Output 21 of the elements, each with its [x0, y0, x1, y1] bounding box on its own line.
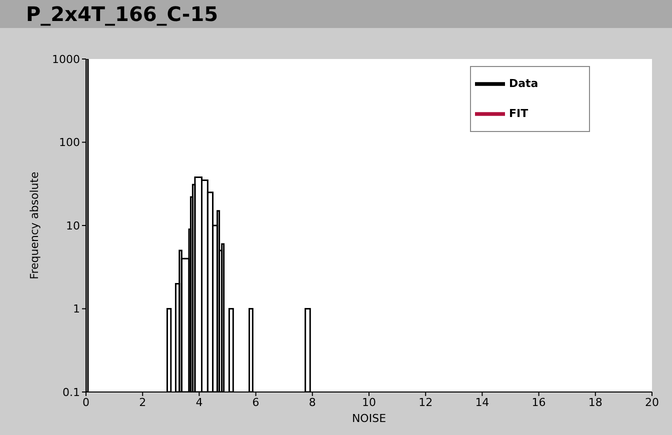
x-tick-label: 20	[645, 396, 659, 409]
y-tick-label: 100	[59, 136, 80, 150]
x-tick-label: 18	[588, 396, 602, 409]
x-tick-label: 4	[196, 396, 203, 409]
y-tick-label: 0.1	[62, 386, 80, 399]
chart-title: P_2x4T_166_C-15	[0, 0, 672, 28]
y-tick-label: 10	[66, 219, 80, 232]
x-axis-title: NOISE	[352, 412, 386, 425]
x-tick-label: 2	[139, 396, 146, 409]
legend-label: FIT	[509, 107, 528, 120]
x-tick-label: 0	[82, 396, 90, 409]
x-tick-label: 8	[308, 396, 316, 409]
x-tick-label: 12	[418, 396, 433, 409]
y-tick-label: 1	[73, 302, 80, 316]
x-tick-label: 6	[252, 396, 260, 409]
legend-label: Data	[509, 77, 538, 90]
x-tick-label: 14	[475, 396, 490, 409]
x-tick-label: 16	[532, 396, 546, 409]
y-axis-title: Frequency absolute	[28, 171, 41, 280]
y-tick-label: 1000	[52, 52, 80, 66]
x-tick-label: 10	[362, 396, 376, 409]
